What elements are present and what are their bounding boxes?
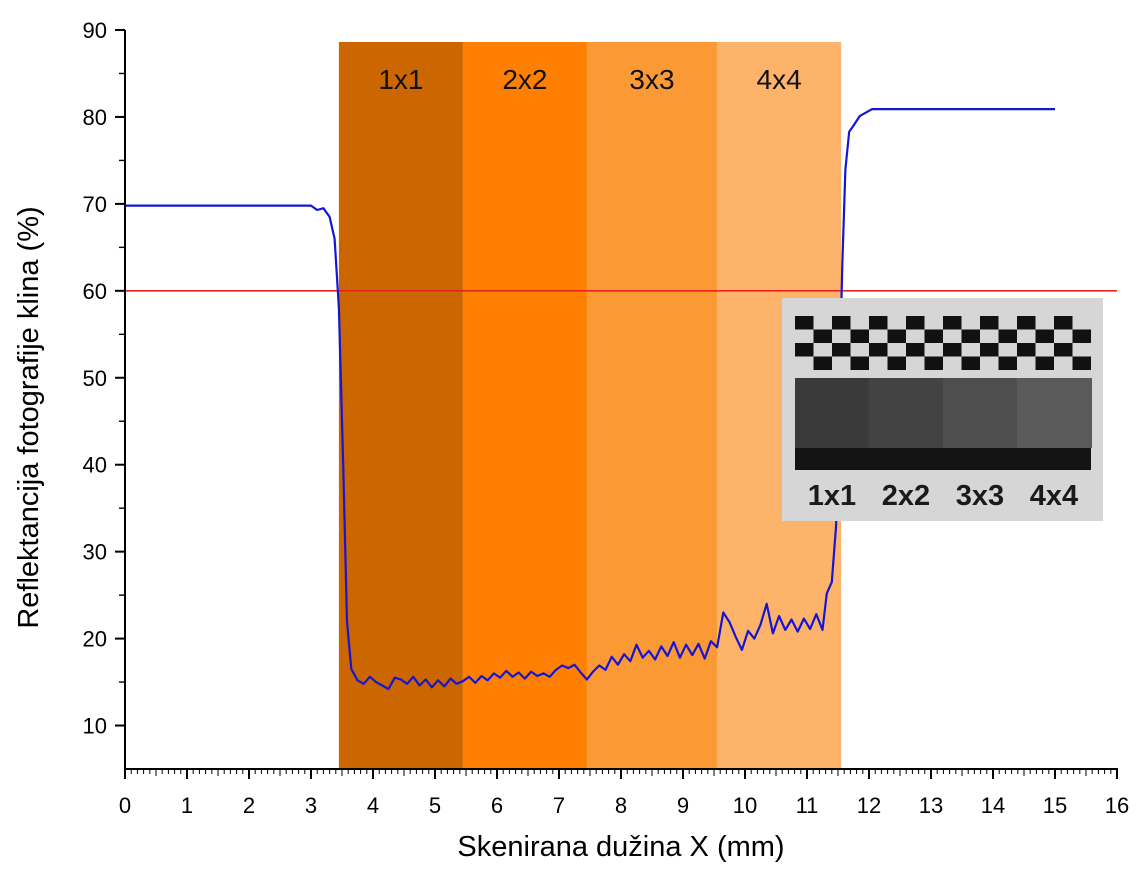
x-tick-label: 3	[305, 793, 317, 818]
x-tick-label: 2	[243, 793, 255, 818]
checker-cell	[980, 343, 999, 357]
x-tick-label: 11	[796, 793, 819, 818]
checker-cell	[1072, 356, 1091, 370]
checker-cell	[906, 316, 925, 330]
x-tick-label: 4	[367, 793, 379, 818]
checker-cell	[998, 356, 1017, 370]
checker-cell	[924, 329, 943, 343]
checker-cell	[869, 316, 888, 330]
x-tick-label: 10	[733, 793, 757, 818]
y-tick-label: 10	[83, 714, 107, 739]
inset-label-3x3: 3x3	[956, 480, 1004, 512]
y-tick-label: 50	[83, 366, 107, 391]
region-1x1	[338, 42, 463, 769]
checker-cell	[795, 316, 814, 330]
region-3x3	[586, 42, 718, 769]
gray-patch	[1017, 378, 1092, 448]
checker-regions: 1x1 2x2 3x3 4x4	[338, 42, 842, 769]
reflectance-line	[125, 108, 1055, 691]
checker-cell	[887, 329, 906, 343]
checker-cell	[961, 356, 980, 370]
checker-cell	[850, 356, 869, 370]
x-tick-label: 8	[615, 793, 627, 818]
x-tick-label: 15	[1043, 793, 1067, 818]
inset-label-4x4: 4x4	[1030, 480, 1078, 512]
checker-cell	[832, 316, 851, 330]
checker-cell	[813, 329, 832, 343]
chart-ticks: 0 1 2 3 4 5 6 7 8 9 10 11 12 13 14 15 161020304050607080…	[83, 18, 1130, 818]
x-tick-label: 12	[857, 793, 881, 818]
checker-cell	[1035, 356, 1054, 370]
checker-cell	[887, 356, 906, 370]
checker-cell	[1072, 329, 1091, 343]
checker-cell	[924, 356, 943, 370]
y-tick-label: 70	[83, 192, 107, 217]
region-label-3x3: 3x3	[629, 64, 674, 95]
y-tick-label: 60	[83, 279, 107, 304]
x-tick-label: 7	[553, 793, 565, 818]
checker-inset-photo: 1x1 2x2 3x3 4x4	[782, 298, 1103, 521]
x-tick-label: 16	[1105, 793, 1129, 818]
x-tick-label: 6	[491, 793, 503, 818]
checker-cell	[832, 343, 851, 357]
gray-patch	[943, 378, 1018, 448]
y-axis-title: Reflektancija fotografije klina (%)	[13, 206, 45, 628]
region-2x2	[462, 42, 587, 769]
checker-cell	[998, 329, 1017, 343]
x-tick-label: 14	[981, 793, 1005, 818]
checker-cell	[943, 316, 962, 330]
y-tick-label: 30	[83, 540, 107, 565]
region-label-1x1: 1x1	[378, 64, 423, 95]
checker-cell	[1017, 343, 1036, 357]
x-tick-label: 13	[919, 793, 943, 818]
checker-cell	[1054, 316, 1073, 330]
inset-black-bar	[795, 448, 1091, 470]
y-tick-label: 20	[83, 627, 107, 652]
checker-cell	[980, 316, 999, 330]
gray-patch	[795, 378, 870, 448]
x-axis-title: Skenirana dužina X (mm)	[457, 831, 784, 863]
checker-cell	[906, 343, 925, 357]
y-tick-label: 80	[83, 105, 107, 130]
checker-cell	[943, 343, 962, 357]
checker-cell	[813, 356, 832, 370]
x-tick-label: 1	[181, 793, 193, 818]
y-tick-label: 40	[83, 453, 107, 478]
checker-cell	[1017, 316, 1036, 330]
x-tick-label: 5	[429, 793, 441, 818]
reflectance-series	[125, 108, 1055, 691]
inset-label-2x2: 2x2	[882, 480, 930, 512]
checker-cell	[850, 329, 869, 343]
x-tick-label: 0	[119, 793, 131, 818]
y-tick-label: 90	[83, 18, 107, 43]
region-label-4x4: 4x4	[757, 64, 802, 95]
x-tick-label: 9	[677, 793, 689, 818]
checker-cell	[961, 329, 980, 343]
region-label-2x2: 2x2	[502, 64, 547, 95]
checker-cell	[869, 343, 888, 357]
inset-label-1x1: 1x1	[808, 480, 856, 512]
checker-cell	[1035, 329, 1054, 343]
checker-cell	[1054, 343, 1073, 357]
gray-patch	[869, 378, 944, 448]
checker-cell	[795, 343, 814, 357]
